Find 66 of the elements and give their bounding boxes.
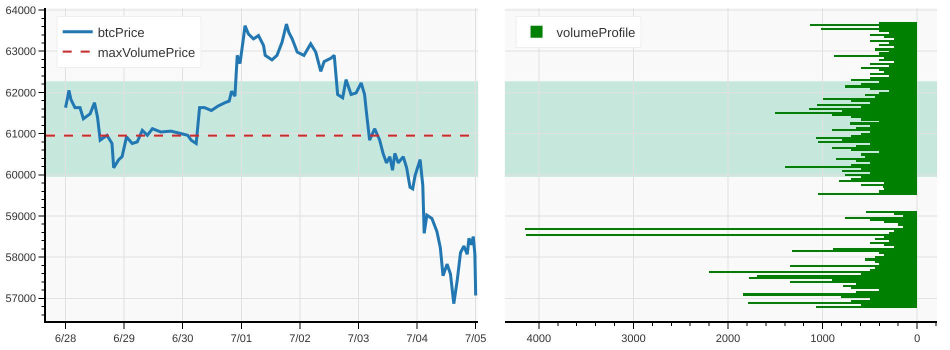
bar xyxy=(860,67,917,69)
bar xyxy=(870,34,917,36)
bar xyxy=(526,234,917,236)
bar xyxy=(816,104,917,106)
bar xyxy=(818,193,917,195)
legend-label: maxVolumePrice xyxy=(98,44,196,60)
bar xyxy=(836,158,917,160)
bar xyxy=(874,48,917,51)
y-tick-label: 61000 xyxy=(5,128,36,140)
bar xyxy=(844,217,917,219)
bar xyxy=(818,141,917,143)
bar xyxy=(878,44,917,46)
bar xyxy=(870,63,917,65)
bar xyxy=(524,228,917,230)
legend-label: btcPrice xyxy=(98,24,145,40)
bar xyxy=(878,59,917,61)
x-tick-label: 7/04 xyxy=(406,332,428,345)
x-tick-label: 2000 xyxy=(716,332,740,345)
bar xyxy=(820,28,917,30)
x-tick-label: 7/03 xyxy=(348,332,370,345)
x-tick-label: 6/28 xyxy=(54,332,76,345)
bar xyxy=(742,293,917,296)
bar xyxy=(870,73,917,75)
y-tick-label: 59000 xyxy=(5,210,36,223)
bar xyxy=(866,211,917,213)
bar xyxy=(838,180,917,182)
bar xyxy=(816,306,917,308)
bar xyxy=(844,174,917,176)
bar xyxy=(870,40,917,42)
bar xyxy=(850,79,917,81)
y-tick-label: 62000 xyxy=(5,87,36,100)
y-tick-label: 64000 xyxy=(5,4,36,17)
bar xyxy=(810,24,917,26)
bar xyxy=(874,238,917,240)
bar xyxy=(816,137,917,139)
bar xyxy=(832,129,917,131)
x-tick-label: 4000 xyxy=(526,332,552,345)
bar xyxy=(792,250,917,252)
bar xyxy=(834,55,917,57)
bar xyxy=(822,98,917,100)
bar xyxy=(784,166,917,168)
x-tick-label: 6/29 xyxy=(113,332,135,345)
bar xyxy=(790,281,917,283)
bar xyxy=(708,271,917,273)
bar xyxy=(860,184,917,186)
bar xyxy=(860,153,917,156)
bar xyxy=(870,242,917,244)
bar xyxy=(832,147,917,149)
y-tick-label: 60000 xyxy=(5,170,36,182)
y-tick-label: 63000 xyxy=(5,46,36,58)
x-tick-label: 1000 xyxy=(810,332,835,345)
x-tick-label: 0 xyxy=(914,332,920,345)
x-tick-label: 3000 xyxy=(621,332,646,345)
bar xyxy=(748,302,917,304)
bar xyxy=(790,265,917,267)
legend-label: volumeProfile xyxy=(556,24,636,40)
bar xyxy=(748,277,917,279)
x-tick-label: 7/02 xyxy=(289,332,311,345)
x-tick-label: 7/01 xyxy=(230,332,252,345)
x-tick-label: 6/30 xyxy=(172,332,194,345)
x-tick-label: 7/05 xyxy=(464,332,486,345)
bar xyxy=(808,108,917,110)
y-tick-label: 58000 xyxy=(5,252,36,264)
bar xyxy=(842,170,917,172)
bar xyxy=(774,112,917,114)
y-tick-label: 57000 xyxy=(5,293,36,306)
